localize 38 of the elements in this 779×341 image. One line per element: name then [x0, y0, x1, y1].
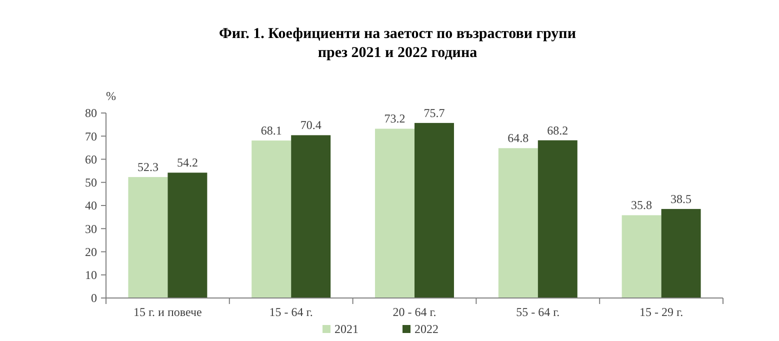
bar — [414, 122, 454, 298]
y-tick-label: 50 — [85, 176, 97, 190]
data-label: 64.8 — [508, 131, 529, 146]
bar — [661, 208, 701, 298]
data-label: 68.2 — [547, 123, 568, 138]
data-label: 70.4 — [300, 118, 322, 132]
bar — [128, 177, 168, 298]
x-tick-label: 15 - 29 г. — [640, 305, 684, 319]
y-tick-label: 70 — [85, 129, 97, 144]
bar — [622, 215, 662, 298]
y-tick-label: 80 — [85, 106, 97, 120]
y-tick-label: 30 — [85, 222, 97, 236]
y-axis-title: % — [106, 89, 116, 103]
x-tick-label: 20 - 64 г. — [392, 305, 436, 319]
x-tick-label: 55 - 64 г. — [516, 305, 560, 319]
y-tick-label: 60 — [85, 152, 97, 166]
data-label: 73.2 — [384, 112, 406, 126]
data-label: 75.7 — [424, 106, 445, 120]
chart-title: Фиг. 1. Коефициенти на заетост по възрастови групи през 2021 и 2022 година — [219, 26, 576, 61]
bar — [168, 172, 208, 298]
bar — [252, 140, 292, 298]
legend-label: 2021 — [334, 322, 358, 336]
data-label: 54.2 — [176, 156, 198, 170]
x-tick-label: 15 г. и повече — [133, 305, 202, 319]
bar — [498, 148, 538, 298]
data-label: 35.8 — [631, 198, 652, 212]
bar — [538, 140, 578, 298]
y-tick-label: 10 — [85, 268, 97, 282]
bar — [375, 128, 414, 298]
legend-label: 2022 — [414, 322, 438, 336]
y-tick-label: 0 — [91, 291, 97, 306]
data-label: 68.1 — [260, 124, 282, 138]
y-tick-label: 40 — [85, 198, 97, 213]
y-tick-label: 20 — [85, 244, 97, 259]
bar — [291, 135, 331, 298]
x-tick-label: 15 - 64 г. — [269, 305, 313, 319]
data-label: 52.3 — [137, 160, 158, 174]
data-label: 38.5 — [670, 192, 692, 206]
